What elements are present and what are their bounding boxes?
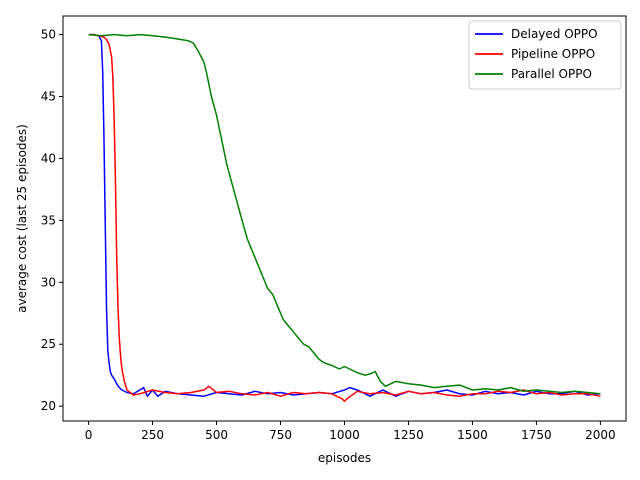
legend-label: Delayed OPPO: [511, 27, 598, 41]
y-tick-label: 50: [41, 28, 56, 42]
y-tick-label: 40: [41, 151, 56, 165]
x-axis: 0 250 500 750 1000 1250 1500 1750 2000: [85, 421, 616, 442]
x-tick-label: 250: [141, 428, 164, 442]
y-tick-label: 45: [41, 90, 56, 104]
y-tick-label: 30: [41, 275, 56, 289]
legend-label: Parallel OPPO: [511, 67, 592, 81]
series-layer: [88, 33, 601, 402]
legend: Delayed OPPO Pipeline OPPO Parallel OPPO: [468, 20, 622, 90]
series-line-parallel-oppo: [88, 33, 601, 395]
y-tick-label: 20: [41, 399, 56, 413]
legend-box: [468, 20, 622, 90]
x-tick-label: 2000: [585, 428, 616, 442]
x-tick-label: 1000: [329, 428, 360, 442]
legend-label: Pipeline OPPO: [511, 47, 595, 61]
x-tick-label: 1750: [521, 428, 552, 442]
x-tick-label: 500: [205, 428, 228, 442]
y-axis-label: average cost (last 25 episodes): [15, 124, 29, 313]
legend-item: Parallel OPPO: [475, 67, 592, 81]
x-axis-label: episodes: [318, 451, 371, 465]
series-line-pipeline-oppo: [88, 33, 601, 402]
x-tick-label: 1500: [457, 428, 488, 442]
legend-items: Delayed OPPO Pipeline OPPO Parallel OPPO: [475, 27, 598, 81]
legend-item: Delayed OPPO: [475, 27, 598, 41]
x-tick-label: 0: [85, 428, 93, 442]
legend-item: Pipeline OPPO: [475, 47, 595, 61]
x-tick-label: 1250: [393, 428, 424, 442]
y-tick-label: 35: [41, 213, 56, 227]
y-tick-label: 25: [41, 337, 56, 351]
y-axis: 20 25 30 35 40 45 50: [41, 28, 63, 413]
x-tick-label: 750: [269, 428, 292, 442]
